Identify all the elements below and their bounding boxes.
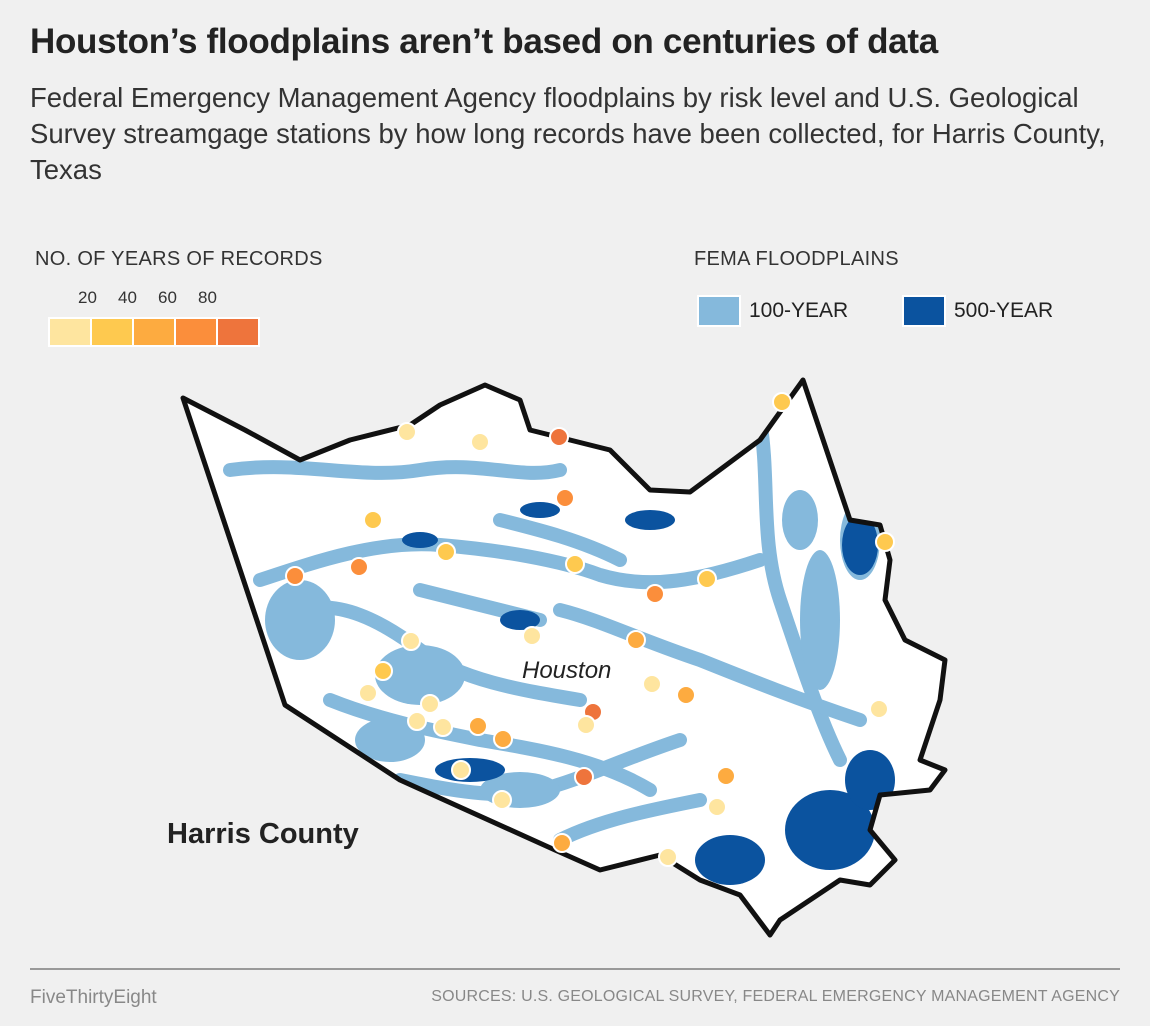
streamgage-station — [436, 542, 456, 562]
streamgage-station — [555, 488, 575, 508]
floodplain-100-year — [553, 793, 707, 847]
streamgage-station — [697, 569, 717, 589]
streamgage-station — [576, 715, 596, 735]
streamgage-station — [285, 566, 305, 586]
streamgage-station — [407, 711, 427, 731]
brand-logo: FiveThirtyEight — [30, 987, 157, 1008]
streamgage-station — [401, 631, 421, 651]
tick-label: 80 — [198, 288, 217, 307]
streamgage-stations — [285, 392, 895, 867]
city-label-houston: Houston — [522, 657, 611, 684]
tick-label: 40 — [118, 288, 137, 307]
streamgage-station — [869, 699, 889, 719]
streamgage-station — [772, 392, 792, 412]
floodplain-100-year — [253, 537, 767, 590]
streamgage-station — [349, 557, 369, 577]
tick-label: 60 — [158, 288, 177, 307]
streamgage-station — [522, 626, 542, 646]
streamgage-station — [468, 716, 488, 736]
streamgage-station — [549, 427, 569, 447]
floodplain-100-year — [493, 513, 627, 567]
floodplain-100-year — [265, 580, 335, 660]
streamgage-station — [552, 833, 572, 853]
color-swatch — [218, 319, 258, 345]
floodplain-100-year — [800, 550, 840, 690]
streamgage-station — [626, 630, 646, 650]
chart-title: Houston’s floodplains aren’t based on ce… — [30, 22, 938, 61]
streamgage-station — [420, 694, 440, 714]
floodplain-500-year — [695, 835, 765, 885]
streamgage-station — [492, 790, 512, 810]
floodplain-100-year — [355, 718, 425, 762]
streamgage-station — [363, 510, 383, 530]
streamgage-station — [358, 683, 378, 703]
swatch-500-year — [902, 295, 946, 327]
floodplain-500-year — [520, 502, 560, 518]
streamgage-station — [645, 584, 665, 604]
streamgage-station — [451, 760, 471, 780]
streamgage-station — [373, 661, 393, 681]
floodplain-500-year — [842, 515, 878, 575]
streamgage-station — [875, 532, 895, 552]
streamgage-station — [565, 554, 585, 574]
color-swatch — [92, 319, 134, 345]
county-label: Harris County — [167, 818, 359, 850]
swatch-100-year — [697, 295, 741, 327]
floodplain-500-year — [500, 610, 540, 630]
floodplain-500-year — [402, 532, 438, 548]
streamgage-station — [493, 729, 513, 749]
streamgage-station — [716, 766, 736, 786]
legend-100-year: 100-YEAR — [697, 295, 848, 327]
color-swatch — [176, 319, 218, 345]
legend-label: 100-YEAR — [749, 299, 849, 322]
county-outline — [180, 377, 948, 938]
years-legend-title: NO. OF YEARS OF RECORDS — [35, 248, 323, 270]
legend-500-year: 500-YEAR — [902, 295, 1053, 327]
floodplain-100-year — [782, 490, 818, 550]
streamgage-station — [676, 685, 696, 705]
chart-subtitle: Federal Emergency Management Agency floo… — [30, 82, 1106, 185]
tick-label: 20 — [78, 288, 97, 307]
streamgage-station — [397, 422, 417, 442]
streamgage-station — [470, 432, 490, 452]
color-swatch — [50, 319, 92, 345]
floodplain-500-year — [845, 750, 895, 810]
floodplain-500-year — [785, 790, 875, 870]
floodplain-legend-title: FEMA FLOODPLAINS — [694, 248, 899, 270]
floodplain-500-year — [625, 510, 675, 530]
years-legend-ticks: 20 40 60 80 — [78, 288, 238, 308]
floodplain-100-year — [553, 603, 867, 727]
streamgage-station — [574, 767, 594, 787]
footer-divider — [30, 968, 1120, 970]
floodplain-100-year — [223, 460, 567, 480]
floodplain-100-year — [375, 645, 465, 705]
streamgage-station — [707, 797, 727, 817]
streamgage-station — [433, 717, 453, 737]
years-color-scale — [48, 317, 260, 347]
legend-label: 500-YEAR — [954, 299, 1054, 322]
floodplains-layer — [223, 413, 895, 885]
color-swatch — [134, 319, 176, 345]
sources-note: SOURCES: U.S. GEOLOGICAL SURVEY, FEDERAL… — [431, 988, 1120, 1005]
streamgage-station — [658, 847, 678, 867]
streamgage-station — [642, 674, 662, 694]
floodplain-100-year — [753, 413, 847, 767]
